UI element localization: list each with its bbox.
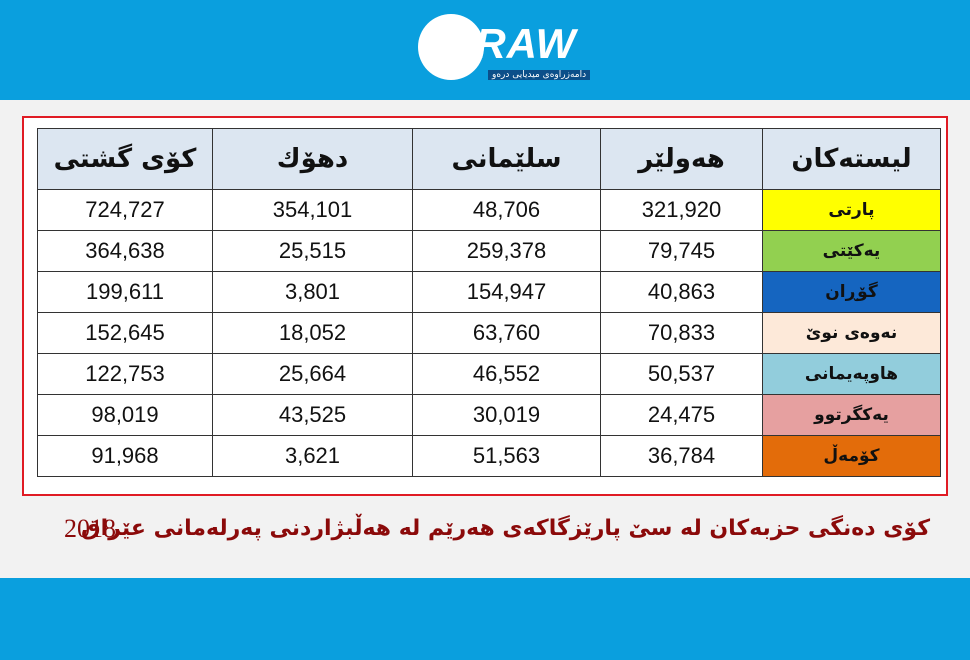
vote-cell: 63,760 bbox=[412, 312, 601, 354]
party-cell: نەوەی نوێ bbox=[762, 312, 941, 354]
caption-title: کۆی دەنگی حزبەکان لە سێ پارێزگاکەی هەرێم… bbox=[81, 516, 930, 541]
header-cell: هەولێر bbox=[600, 128, 763, 190]
table-row: کۆمەڵ 36,784 51,563 3,621 91,968 bbox=[37, 435, 941, 477]
footer-band bbox=[0, 578, 970, 660]
logo-text: DRAW bbox=[444, 20, 577, 67]
header-cell: دهۆك bbox=[212, 128, 413, 190]
logo: DRAW دامەزراوەی میدیایی درەو bbox=[418, 14, 618, 84]
vote-cell: 98,019 bbox=[37, 394, 213, 436]
vote-cell: 3,801 bbox=[212, 271, 413, 313]
logo-tagline: دامەزراوەی میدیایی درەو bbox=[488, 70, 591, 80]
vote-cell: 321,920 bbox=[600, 189, 763, 231]
vote-cell: 25,515 bbox=[212, 230, 413, 272]
party-cell: پارتی bbox=[762, 189, 941, 231]
vote-cell: 724,727 bbox=[37, 189, 213, 231]
table-row: یەکێتی 79,745 259,378 25,515 364,638 bbox=[37, 230, 941, 272]
header-cell: کۆی گشتی bbox=[37, 128, 213, 190]
table-row: پارتی 321,920 48,706 354,101 724,727 bbox=[37, 189, 941, 231]
vote-cell: 259,378 bbox=[412, 230, 601, 272]
vote-cell: 30,019 bbox=[412, 394, 601, 436]
caption-year: 2018 bbox=[64, 514, 116, 543]
logo-circle bbox=[418, 14, 484, 80]
table-row: هاوپەیمانی 50,537 46,552 25,664 122,753 bbox=[37, 353, 941, 395]
table-row: نەوەی نوێ 70,833 63,760 18,052 152,645 bbox=[37, 312, 941, 354]
vote-cell: 122,753 bbox=[37, 353, 213, 395]
vote-cell: 364,638 bbox=[37, 230, 213, 272]
vote-cell: 48,706 bbox=[412, 189, 601, 231]
vote-cell: 199,611 bbox=[37, 271, 213, 313]
party-cell: کۆمەڵ bbox=[762, 435, 941, 477]
header-row: لیستەکان هەولێر سلێمانی دهۆك کۆی گشتی bbox=[37, 128, 941, 190]
party-cell: یەکێتی bbox=[762, 230, 941, 272]
header-cell: لیستەکان bbox=[762, 128, 941, 190]
table-row: یەکگرتوو 24,475 30,019 43,525 98,019 bbox=[37, 394, 941, 436]
vote-cell: 70,833 bbox=[600, 312, 763, 354]
vote-cell: 25,664 bbox=[212, 353, 413, 395]
vote-cell: 154,947 bbox=[412, 271, 601, 313]
results-table: لیستەکان هەولێر سلێمانی دهۆك کۆی گشتی پارتی 3… bbox=[37, 128, 941, 477]
vote-cell: 46,552 bbox=[412, 353, 601, 395]
vote-cell: 3,621 bbox=[212, 435, 413, 477]
vote-cell: 50,537 bbox=[600, 353, 763, 395]
vote-cell: 51,563 bbox=[412, 435, 601, 477]
vote-cell: 79,745 bbox=[600, 230, 763, 272]
vote-cell: 24,475 bbox=[600, 394, 763, 436]
vote-cell: 91,968 bbox=[37, 435, 213, 477]
table-body: پارتی 321,920 48,706 354,101 724,727 یەکێتی 79… bbox=[37, 189, 941, 477]
party-cell: یەکگرتوو bbox=[762, 394, 941, 436]
party-cell: هاوپەیمانی bbox=[762, 353, 941, 395]
header-cell: سلێمانی bbox=[412, 128, 601, 190]
vote-cell: 354,101 bbox=[212, 189, 413, 231]
vote-cell: 18,052 bbox=[212, 312, 413, 354]
vote-cell: 40,863 bbox=[600, 271, 763, 313]
vote-cell: 43,525 bbox=[212, 394, 413, 436]
party-cell: گۆڕان bbox=[762, 271, 941, 313]
vote-cell: 36,784 bbox=[600, 435, 763, 477]
vote-cell: 152,645 bbox=[37, 312, 213, 354]
header-band: DRAW دامەزراوەی میدیایی درەو bbox=[0, 0, 970, 100]
table-row: گۆڕان 40,863 154,947 3,801 199,611 bbox=[37, 271, 941, 313]
